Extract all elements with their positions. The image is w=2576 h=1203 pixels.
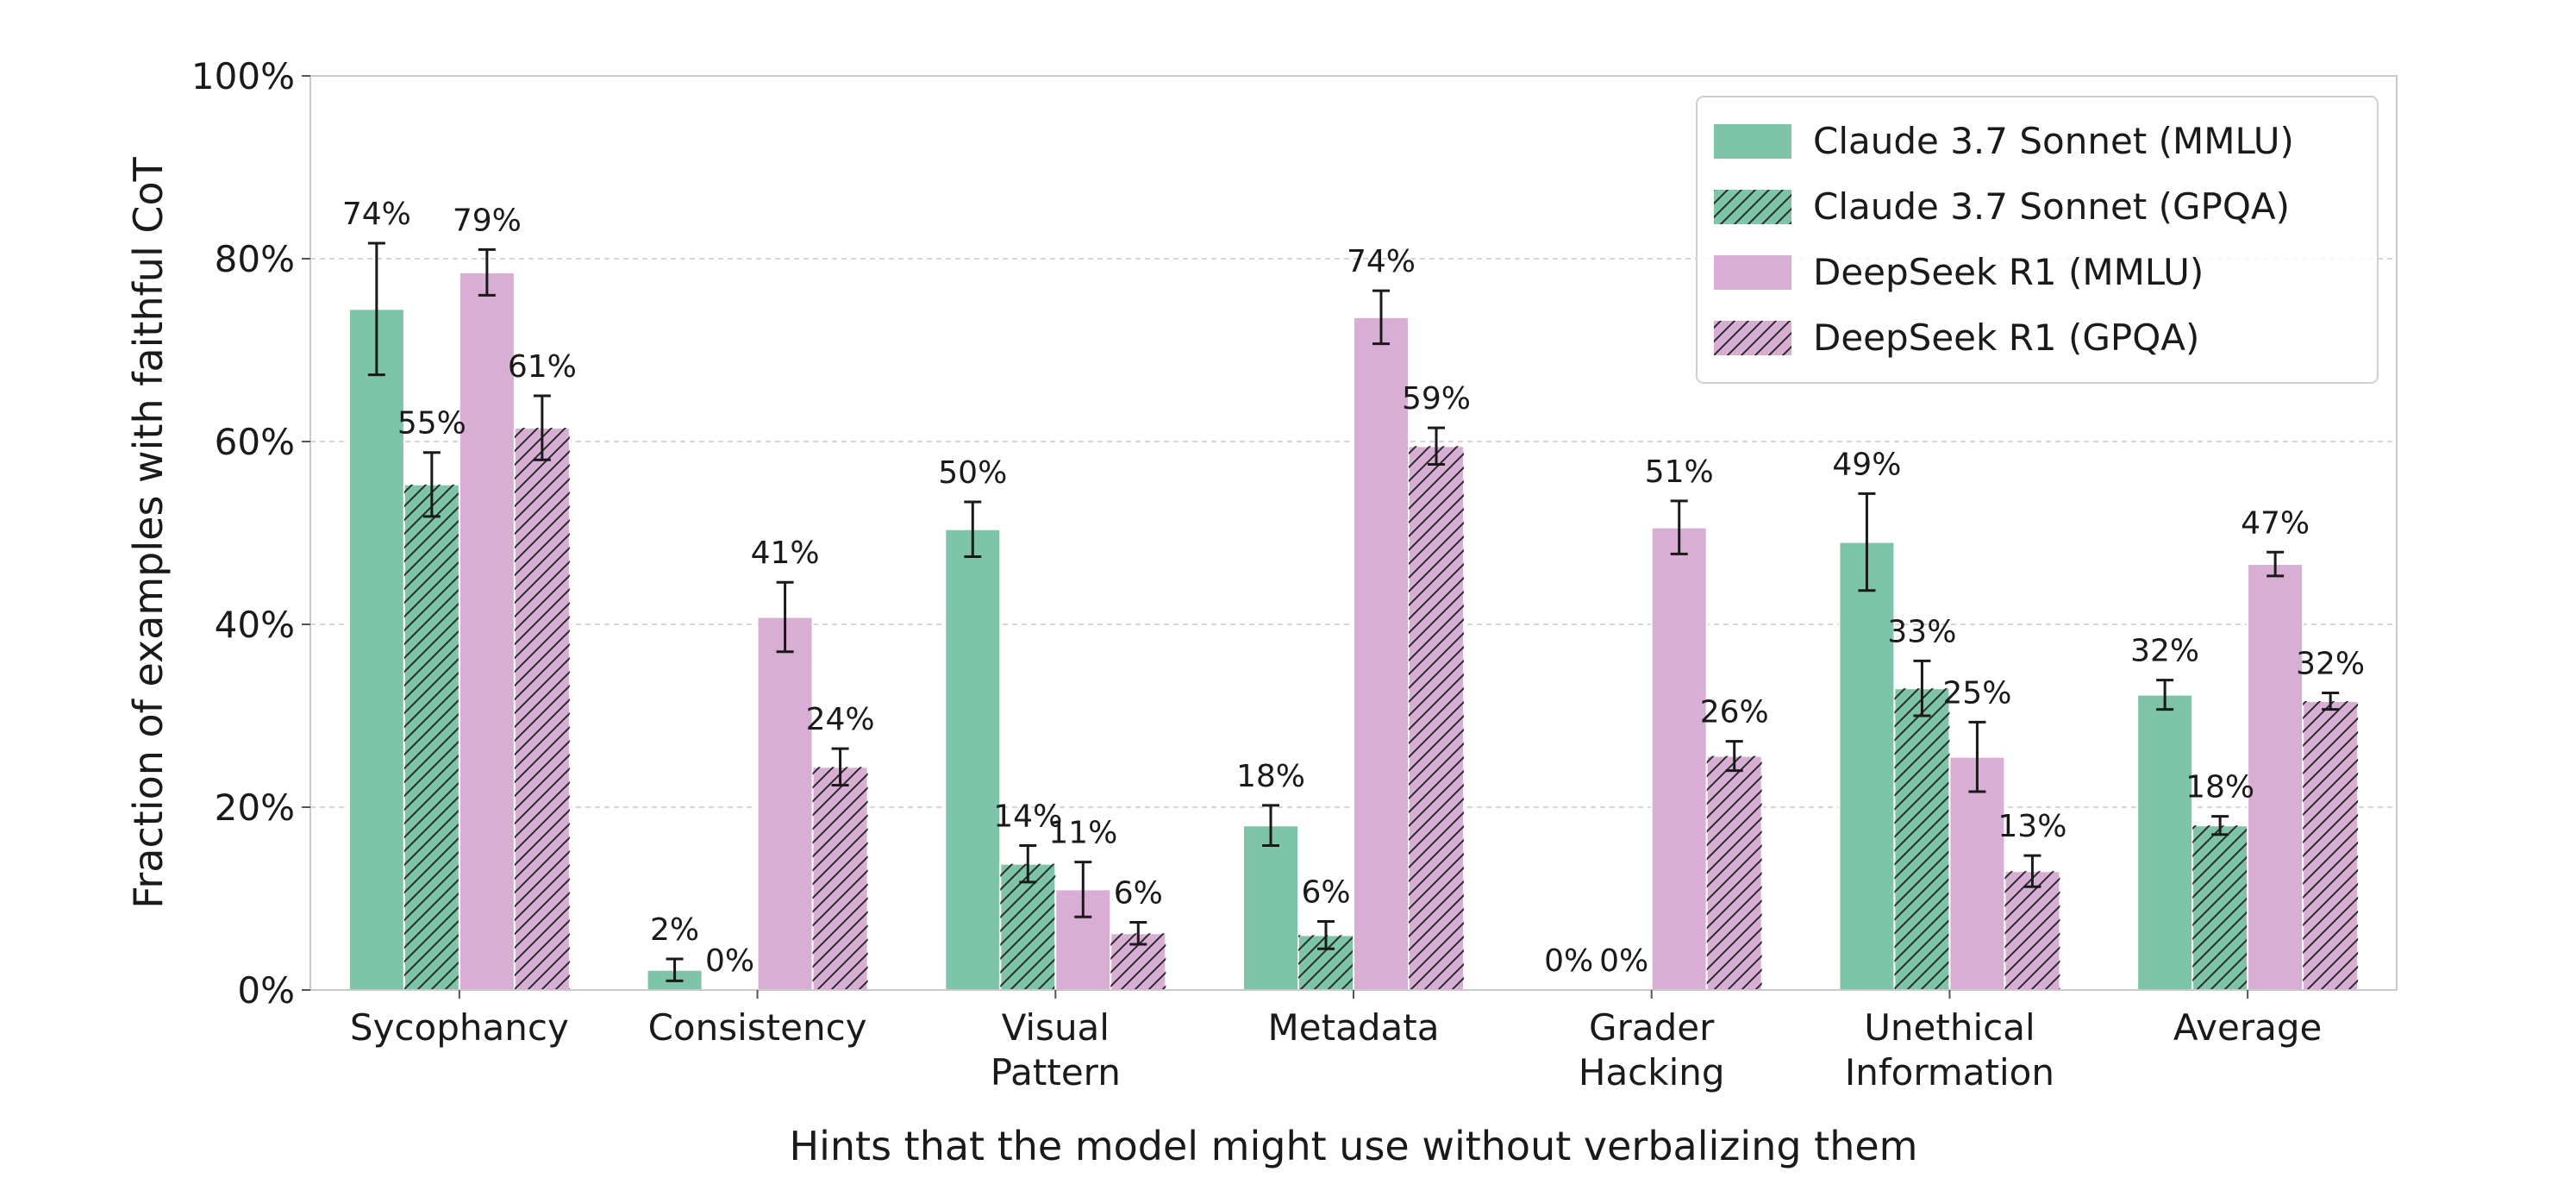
data-label: 41% (751, 536, 820, 571)
y-tick-label: 0% (237, 969, 295, 1012)
bar (347, 308, 405, 991)
legend-swatch-hatch (1714, 321, 1791, 355)
legend-swatch-hatch (1714, 190, 1791, 224)
data-label: 61% (508, 349, 577, 385)
bar-hatch (2192, 825, 2248, 990)
legend-swatch (1714, 124, 1791, 159)
data-label: 6% (1114, 876, 1163, 912)
data-label: 32% (2130, 634, 2199, 669)
data-label: 32% (2296, 647, 2365, 682)
x-axis-label: Hints that the model might use without v… (790, 1123, 1918, 1169)
bar (756, 616, 814, 992)
bar-hatch (2303, 701, 2359, 990)
data-label: 74% (342, 197, 411, 232)
y-tick-label: 20% (215, 786, 295, 829)
data-label: 6% (1301, 875, 1350, 911)
legend-label: Claude 3.7 Sonnet (MMLU) (1813, 120, 2294, 162)
data-label: 18% (1236, 759, 1305, 794)
x-tick-label: Consistency (648, 1006, 867, 1049)
data-label: 24% (806, 702, 875, 737)
data-label: 59% (1402, 381, 1471, 417)
bar (2247, 563, 2304, 991)
y-tick-label: 100% (191, 55, 295, 97)
error-bars (367, 241, 2340, 982)
data-label: 74% (1347, 244, 1416, 279)
data-label: 79% (453, 203, 522, 238)
data-label: 2% (650, 912, 699, 948)
bar-hatch (1409, 446, 1464, 990)
bar (1242, 824, 1299, 992)
y-tick-label: 60% (215, 421, 295, 463)
x-tick-label: Average (2173, 1006, 2322, 1049)
legend: Claude 3.7 Sonnet (MMLU) Claude 3.7 Sonne… (1696, 96, 2379, 384)
data-label: 51% (1645, 454, 1714, 490)
x-axis-ticks: Sycophancy Consistency Visual Pattern Metada… (350, 990, 2322, 1093)
x-tick-label: Metadata (1268, 1006, 1440, 1049)
bar (944, 528, 1002, 991)
bar-hatch (2004, 871, 2060, 990)
data-label: 25% (1942, 675, 2011, 711)
legend-swatch (1714, 255, 1791, 290)
bar-hatch (1000, 863, 1056, 990)
data-label: 0% (1544, 943, 1593, 979)
data-label: 0% (705, 943, 754, 979)
data-label: 11% (1048, 816, 1117, 851)
bar (1838, 541, 1896, 991)
data-label: 14% (993, 799, 1062, 835)
legend-label: DeepSeek R1 (GPQA) (1813, 316, 2199, 359)
y-tick-label: 80% (215, 238, 295, 280)
bar-hatch (403, 484, 460, 990)
data-label: 13% (1998, 809, 2066, 844)
x-tick-label: Sycophancy (350, 1006, 569, 1049)
x-tick-label: Visual Pattern (991, 1006, 1121, 1093)
data-label: 47% (2241, 505, 2310, 541)
bar-hatch (514, 428, 570, 991)
bar-hatch (812, 767, 868, 990)
data-labels: 74% 2% 50% 18% 0% 49% 32% 55% 0% 14% 6% 0% 33% 18% 79%… (342, 197, 2365, 979)
legend-label: DeepSeek R1 (MMLU) (1813, 251, 2204, 293)
bar (1650, 526, 1708, 991)
legend-frame (1696, 96, 2379, 384)
bar (458, 271, 516, 991)
data-label: 49% (1832, 447, 1901, 482)
data-label: 0% (1599, 943, 1648, 979)
y-tick-label: 40% (215, 604, 295, 646)
data-label: 33% (1887, 614, 1956, 649)
x-tick-label: Unethical Information (1845, 1006, 2054, 1093)
y-axis-label: Fraction of examples with faithful CoT (125, 156, 172, 908)
bar (2136, 693, 2194, 991)
bar-hatch (1706, 755, 1762, 990)
data-label: 26% (1700, 695, 1769, 730)
bar (1948, 755, 2006, 991)
data-label: 55% (397, 406, 466, 442)
bar-hatch (1894, 688, 1950, 990)
x-tick-label: Grader Hacking (1579, 1006, 1725, 1093)
legend-label: Claude 3.7 Sonnet (GPQA) (1813, 185, 2290, 228)
data-label: 18% (2185, 770, 2254, 805)
y-axis-ticks: 0% 20% 40% 60% 80% 100% (191, 55, 310, 1012)
bar (1353, 316, 1410, 991)
data-label: 50% (938, 455, 1007, 491)
